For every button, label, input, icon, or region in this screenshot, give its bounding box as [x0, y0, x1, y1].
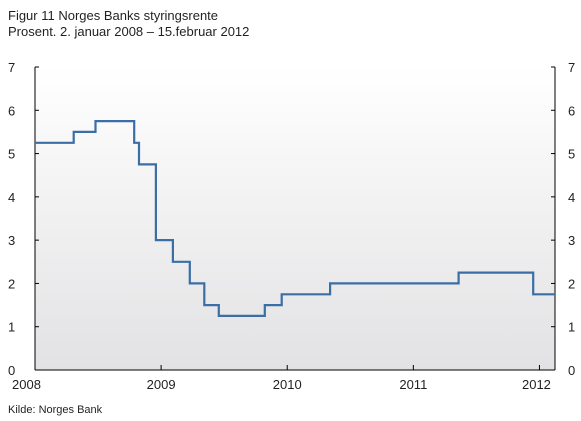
y-tick-label-left: 7: [8, 60, 15, 75]
y-tick-label-left: 4: [8, 190, 15, 205]
x-tick-label: 2009: [147, 377, 176, 392]
x-tick-label: 2010: [273, 377, 302, 392]
x-tick-label: 2012: [522, 377, 551, 392]
y-tick-label-right: 4: [568, 190, 575, 205]
policy-rate-line: [35, 120, 555, 317]
y-tick-label-right: 0: [568, 363, 575, 378]
y-tick-label-right: 5: [568, 147, 575, 162]
chart-title: Figur 11 Norges Banks styringsrente: [8, 8, 219, 23]
y-tick-label-right: 7: [568, 60, 575, 75]
y-tick-label-right: 3: [568, 233, 575, 248]
x-tick-label: 2011: [399, 377, 427, 392]
y-tick-label-right: 2: [568, 276, 575, 291]
source-note: Kilde: Norges Bank: [8, 404, 103, 416]
y-tick-label-right: 1: [568, 320, 575, 335]
plot-area: [35, 67, 555, 370]
y-tick-label-left: 5: [8, 147, 15, 162]
y-tick-label-left: 2: [8, 276, 15, 291]
y-tick-label-left: 6: [8, 103, 15, 118]
y-tick-label-left: 0: [8, 363, 15, 378]
y-tick-label-right: 6: [568, 103, 575, 118]
y-tick-label-left: 1: [8, 320, 15, 335]
x-tick-label: 2008: [12, 377, 41, 392]
chart-subtitle: Prosent. 2. januar 2008 – 15.februar 201…: [8, 24, 250, 39]
y-tick-label-left: 3: [8, 233, 15, 248]
